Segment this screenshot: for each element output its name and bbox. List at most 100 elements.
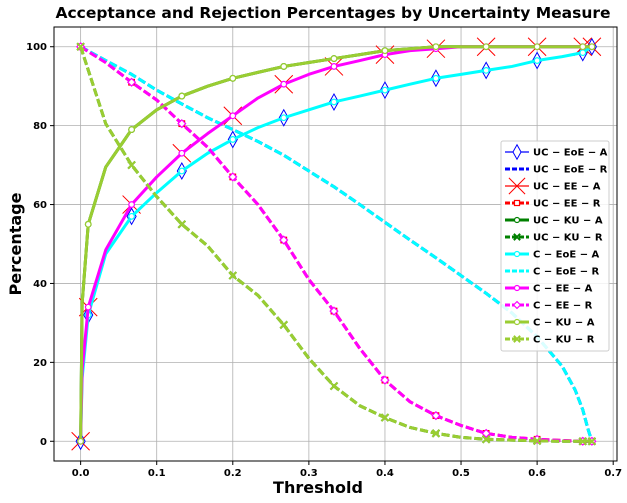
series-9	[75, 42, 597, 446]
data-point	[512, 300, 522, 310]
x-tick-label: 0.3	[300, 468, 318, 479]
data-point	[481, 428, 491, 439]
data-point	[513, 216, 521, 224]
data-point	[84, 303, 92, 311]
data-point	[228, 172, 238, 182]
data-point	[280, 80, 288, 88]
legend: UC − EoE − A UC − EoE − R UC − EE − A UC − …	[500, 140, 610, 352]
series-line	[79, 46, 592, 443]
data-point	[229, 136, 237, 143]
x-tick-label: 0.7	[604, 468, 622, 479]
data-point	[229, 74, 237, 82]
data-point	[329, 306, 339, 316]
data-point	[279, 320, 288, 330]
data-point	[579, 49, 587, 57]
y-tick-label: 0	[40, 437, 47, 448]
data-point	[578, 437, 587, 446]
series-layer	[71, 37, 602, 451]
legend-label: UC − EoE − R	[533, 165, 608, 176]
legend-label: UC − EE − R	[533, 199, 601, 210]
data-point	[128, 212, 136, 220]
data-point	[128, 126, 136, 133]
data-point	[532, 436, 542, 446]
data-point	[330, 55, 338, 62]
data-point	[481, 435, 491, 444]
data-point	[508, 177, 526, 195]
data-point	[513, 250, 521, 258]
data-point	[513, 335, 521, 343]
data-point	[330, 98, 338, 106]
legend-entry: UC − KU − A	[505, 216, 603, 227]
data-point	[431, 429, 441, 438]
chart-title: Acceptance and Rejection Percentages by …	[55, 4, 610, 22]
data-point	[280, 63, 288, 70]
data-point	[432, 74, 440, 82]
data-point	[228, 271, 237, 280]
data-point	[431, 410, 441, 421]
legend-entry: C − KU − A	[505, 318, 595, 329]
plot-frame	[53, 26, 618, 462]
legend-label: C − EoE − A	[533, 250, 600, 261]
data-point	[126, 77, 137, 87]
data-point	[279, 235, 289, 245]
data-point	[177, 119, 187, 129]
legend-entry: C − EE − R	[505, 301, 593, 312]
data-point	[381, 86, 389, 94]
legend-label: C − KU − R	[533, 335, 595, 346]
data-point	[579, 43, 587, 51]
y-tick-label: 100	[26, 42, 47, 53]
data-point	[513, 199, 521, 207]
y-tick-label: 80	[33, 121, 47, 132]
series-line	[79, 45, 592, 442]
data-point	[280, 114, 288, 122]
data-point	[587, 437, 597, 446]
legend-entry: C − EE − A	[505, 284, 593, 295]
y-tick-label: 40	[33, 279, 47, 290]
data-point	[432, 43, 440, 51]
legend-entry: UC − EoE − A	[505, 143, 608, 161]
legend-label: C − EE − R	[533, 301, 593, 312]
data-point	[229, 112, 237, 120]
legend-entry: C − EoE − R	[505, 267, 600, 278]
series-7	[79, 45, 594, 442]
legend-entry: UC − EE − R	[505, 199, 601, 210]
legend-label: C − EE − A	[533, 284, 593, 295]
data-point	[513, 318, 521, 326]
data-point	[178, 167, 186, 175]
data-point	[513, 233, 521, 241]
series-line	[79, 45, 594, 442]
x-axis-label: Threshold	[273, 478, 363, 497]
legend-label: UC − EoE − A	[533, 148, 608, 159]
legend-entry: UC − KU − R	[505, 233, 603, 244]
data-point	[178, 92, 186, 100]
data-point	[330, 63, 338, 70]
x-tick-label: 0.4	[376, 468, 394, 479]
data-point	[482, 66, 490, 74]
legend-box	[500, 140, 610, 352]
data-point	[84, 220, 92, 228]
series-line	[79, 45, 592, 443]
y-axis-label: Percentage	[6, 192, 25, 295]
x-tick-label: 0.5	[452, 468, 470, 479]
data-point	[127, 160, 136, 170]
y-tick-label: 20	[33, 358, 47, 369]
data-point	[177, 220, 187, 229]
legend-label: C − EoE − R	[533, 267, 600, 278]
y-tick-label: 60	[33, 200, 47, 211]
legend-label: UC − KU − A	[533, 216, 603, 227]
data-point	[513, 284, 521, 292]
data-point	[533, 57, 541, 64]
data-point	[381, 47, 389, 55]
x-tick-label: 0.2	[224, 468, 242, 479]
legend-label: UC − EE − A	[533, 182, 601, 193]
data-point	[533, 43, 541, 51]
x-tick-label: 0.0	[72, 468, 90, 479]
legend-label: C − KU − A	[533, 318, 595, 329]
series-line	[79, 45, 593, 442]
legend-entry: UC − EE − A	[505, 177, 601, 195]
legend-label: UC − KU − R	[533, 233, 603, 244]
x-tick-label: 0.6	[528, 468, 546, 479]
series-11	[76, 42, 597, 446]
data-point	[380, 375, 390, 385]
